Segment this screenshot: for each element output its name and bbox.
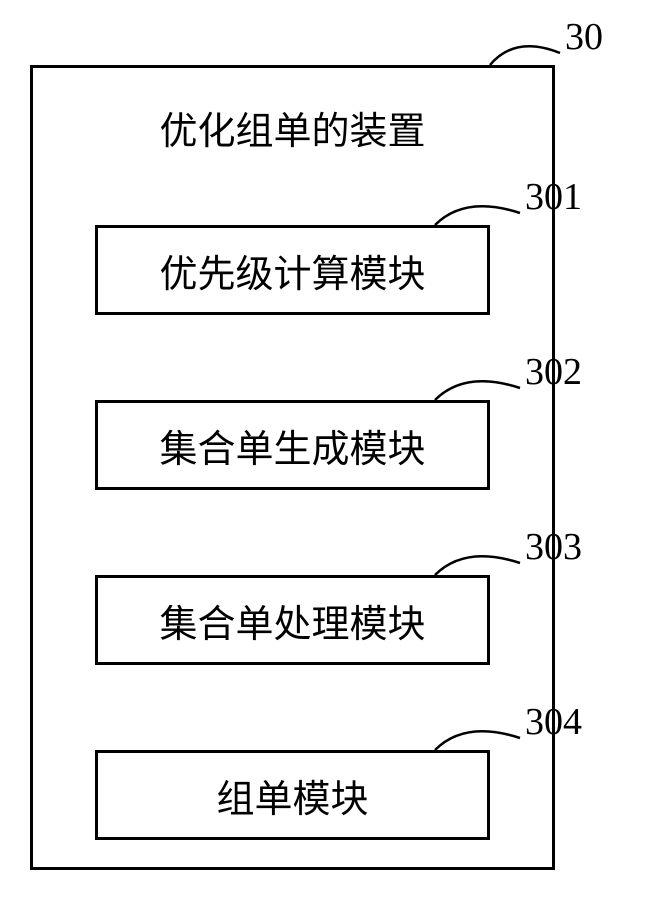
container-title: 优化组单的装置 (30, 100, 555, 155)
module-label-302: 302 (525, 350, 582, 394)
module-text: 组单模块 (216, 768, 368, 823)
module-box-301: 优先级计算模块 (95, 225, 490, 315)
module-label-301: 301 (525, 175, 582, 219)
module-box-304: 组单模块 (95, 750, 490, 840)
container-label: 30 (565, 15, 603, 59)
module-box-302: 集合单生成模块 (95, 400, 490, 490)
module-text: 优先级计算模块 (159, 243, 425, 298)
module-label-303: 303 (525, 525, 582, 569)
module-text: 集合单生成模块 (159, 418, 425, 473)
module-label-304: 304 (525, 700, 582, 744)
module-text: 集合单处理模块 (159, 593, 425, 648)
module-box-303: 集合单处理模块 (95, 575, 490, 665)
